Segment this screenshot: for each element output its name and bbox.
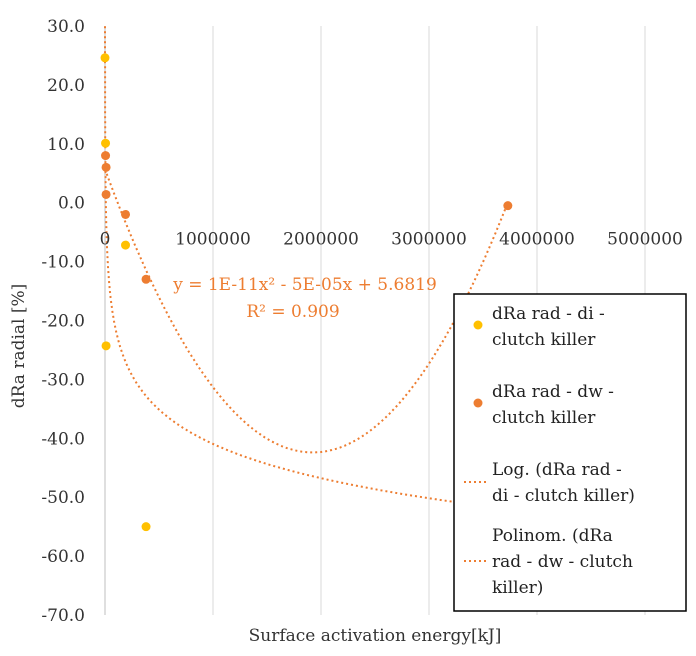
point-series-1 [141, 522, 151, 532]
x-tick-label: 0 [100, 230, 111, 250]
y-tick-label: -50.0 [41, 488, 85, 508]
legend-label: dRa rad - di - [492, 304, 605, 324]
trendline-r-squared: R² = 0.909 [246, 302, 339, 322]
y-tick-label: -60.0 [41, 547, 85, 567]
x-tick-label: 5000000 [607, 230, 683, 250]
y-tick-label: -20.0 [41, 312, 85, 332]
y-tick-label: 20.0 [47, 76, 85, 96]
point-series-1 [121, 240, 131, 250]
legend-label: killer) [492, 578, 543, 598]
trendline-equation: y = 1E-11x² - 5E-05x + 5.6819 [172, 275, 437, 295]
legend-entries: dRa rad - di - clutch killer dRa rad - dw … [464, 304, 635, 598]
legend-label: di - clutch killer) [492, 486, 635, 506]
point-series-1 [101, 138, 111, 148]
y-tick-label: -70.0 [41, 606, 85, 626]
trendline-logarithmic [104, 26, 599, 521]
point-series-2 [101, 189, 111, 199]
y-axis-tick-labels: 30.0 20.0 10.0 0.0 -10.0 -20.0 -30.0 -40.0 -50.0… [41, 17, 85, 626]
point-series-2 [101, 162, 111, 172]
y-tick-label: -40.0 [41, 429, 85, 449]
legend-label: Log. (dRa rad - [492, 460, 622, 480]
data-points [100, 53, 513, 532]
point-series-1 [100, 53, 110, 63]
x-tick-label: 2000000 [283, 230, 359, 250]
legend-label: clutch killer [492, 408, 596, 428]
trendlines [104, 26, 599, 521]
y-tick-label: -30.0 [41, 370, 85, 390]
legend-label: rad - dw - clutch [492, 552, 633, 572]
y-tick-label: 0.0 [58, 194, 85, 214]
point-series-1 [101, 341, 111, 351]
point-series-2 [503, 201, 513, 211]
y-tick-label: 10.0 [47, 135, 85, 155]
x-tick-label: 1000000 [175, 230, 251, 250]
point-series-2 [101, 151, 111, 161]
x-tick-label: 3000000 [391, 230, 467, 250]
legend-label: dRa rad - dw - [492, 382, 614, 402]
legend-box [453, 293, 687, 612]
y-tick-label: -10.0 [41, 253, 85, 273]
legend-marker [473, 398, 483, 408]
legend: dRa rad - di - clutch killer dRa rad - dw … [453, 293, 687, 612]
x-tick-label: 4000000 [499, 230, 575, 250]
legend-marker [473, 320, 483, 330]
point-series-2 [141, 274, 151, 284]
point-series-2 [121, 209, 131, 219]
y-tick-label: 30.0 [47, 17, 85, 37]
trendline-polynomial [104, 168, 508, 454]
x-axis-title: Surface activation energy[kJ] [249, 626, 502, 646]
x-axis-tick-labels: 0 1000000 2000000 3000000 4000000 5000000 [100, 230, 683, 250]
legend-label: clutch killer [492, 330, 596, 350]
y-axis-title: dRa radial [%] [9, 284, 29, 409]
legend-label: Polinom. (dRa [492, 526, 613, 546]
